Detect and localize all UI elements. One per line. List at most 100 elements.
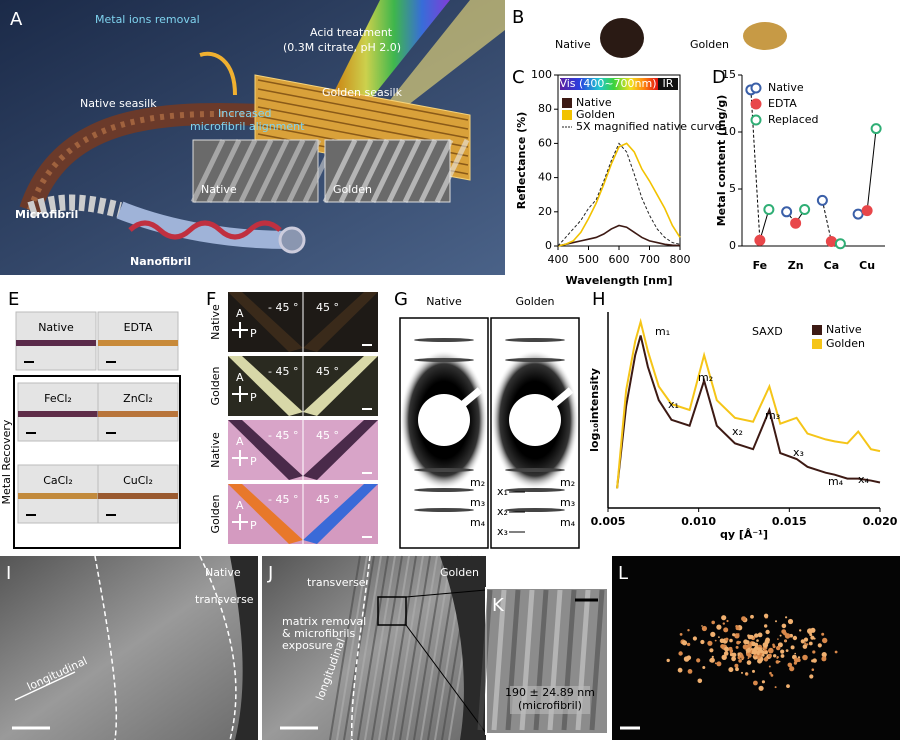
golden-particle xyxy=(785,616,788,619)
golden-particle xyxy=(741,671,743,674)
panel-label: C xyxy=(512,67,525,88)
golden-particle xyxy=(780,649,785,654)
fibril-texture xyxy=(420,555,452,740)
golden-particle xyxy=(759,649,764,654)
golden-particle xyxy=(800,639,805,644)
annotation: Microfibril xyxy=(15,208,78,221)
fiber-strip xyxy=(16,340,96,346)
inset-fibril xyxy=(286,138,322,204)
golden-particle xyxy=(756,639,759,642)
golden-particle xyxy=(736,640,740,645)
fibril-texture xyxy=(477,589,493,731)
angle-label: 45 ° xyxy=(316,301,339,314)
golden-particle xyxy=(686,642,691,647)
peak-label: m₂ xyxy=(560,476,575,489)
fibril-texture xyxy=(399,555,431,740)
fiber-strip xyxy=(98,411,178,417)
golden-particle xyxy=(752,669,755,673)
golden-particle xyxy=(790,645,795,650)
fiber-band xyxy=(228,292,303,352)
golden-particle xyxy=(687,669,693,674)
sample-label: FeCl₂ xyxy=(44,392,72,405)
inset-fibril xyxy=(354,138,390,204)
annotation: microfibril alignment xyxy=(190,120,305,133)
sample-label: Native xyxy=(38,321,74,334)
fibril-texture xyxy=(392,555,424,740)
panel-label: E xyxy=(8,289,19,310)
golden-particle xyxy=(710,631,716,638)
data-point xyxy=(754,234,766,246)
annotation: transverse xyxy=(307,576,366,589)
golden-particle xyxy=(802,654,808,661)
peak-label: m₂ xyxy=(698,371,713,384)
golden-particle xyxy=(723,627,729,633)
fiber-band xyxy=(228,484,303,544)
analyzer-label: A xyxy=(236,307,244,320)
golden-particle xyxy=(794,652,796,655)
y-tick-label: 40 xyxy=(538,171,552,184)
x-tick-label: 0.005 xyxy=(591,515,626,528)
golden-particle xyxy=(721,654,727,660)
golden-particle xyxy=(711,634,714,637)
golden-particle xyxy=(747,635,752,640)
golden-particle xyxy=(775,660,780,664)
golden-particle xyxy=(770,674,774,677)
analyzer-label: A xyxy=(236,371,244,384)
golden-particle xyxy=(716,661,722,667)
legend-label: Native xyxy=(576,96,612,109)
measurement-label: (microfibril) xyxy=(518,699,582,712)
data-point xyxy=(861,205,873,217)
panel-label: F xyxy=(206,289,216,310)
sample-label: Native xyxy=(555,38,591,51)
sem-image-i xyxy=(0,556,258,740)
golden-particle xyxy=(804,642,807,645)
golden-particle xyxy=(719,638,725,644)
golden-particle xyxy=(709,648,714,653)
golden-particle xyxy=(714,639,717,642)
arrow-edta-replaced xyxy=(866,128,877,211)
golden-particle xyxy=(765,637,770,643)
micrograph xyxy=(228,420,378,480)
golden-particle xyxy=(757,632,763,638)
golden-particle xyxy=(701,625,703,627)
data-point xyxy=(834,238,846,250)
golden-particle xyxy=(768,665,771,668)
chart-title: SAXD xyxy=(752,325,783,338)
angle-label: - 45 ° xyxy=(268,301,298,314)
sample-label: CaCl₂ xyxy=(43,474,73,487)
angle-label: - 45 ° xyxy=(268,493,298,506)
x-axis-label: qy [Å⁻¹] xyxy=(720,528,768,541)
fibril-texture xyxy=(406,555,438,740)
golden-particle xyxy=(750,614,754,619)
x-tick-label: 500 xyxy=(578,253,599,266)
golden-particle xyxy=(776,645,781,651)
inset-fibril xyxy=(254,138,290,204)
fiber-band xyxy=(303,292,378,352)
arrow-native-edta xyxy=(821,200,832,242)
golden-particle xyxy=(773,654,777,658)
diffraction-arc xyxy=(505,508,565,512)
x-tick-label: 0.015 xyxy=(772,515,807,528)
golden-particle xyxy=(700,639,705,645)
panel-label: J xyxy=(267,563,273,584)
fibril-texture xyxy=(350,555,382,740)
row-label: Native xyxy=(209,432,222,468)
golden-particle xyxy=(746,660,752,665)
golden-particle xyxy=(821,656,827,662)
golden-particle xyxy=(725,637,729,641)
golden-particle xyxy=(728,667,734,673)
panel-label: B xyxy=(512,7,524,28)
golden-particle xyxy=(696,658,701,663)
y-tick-label: 0 xyxy=(729,239,736,252)
golden-particle xyxy=(786,684,790,688)
golden-particle xyxy=(808,641,813,646)
golden-particle xyxy=(812,650,816,654)
y-tick-label: 100 xyxy=(531,68,552,81)
fiber-boundary xyxy=(94,555,118,740)
golden-particle xyxy=(737,656,741,660)
label-bg xyxy=(510,686,590,714)
legend-label: Replaced xyxy=(768,113,819,126)
nanofibril xyxy=(116,201,291,249)
golden-particle xyxy=(759,652,763,656)
arrow-native-edta xyxy=(750,89,761,241)
